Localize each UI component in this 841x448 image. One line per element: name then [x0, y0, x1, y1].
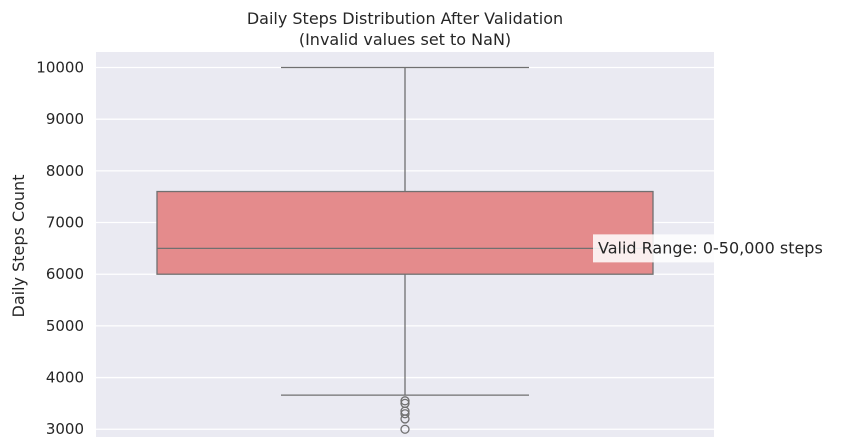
outlier-point [400, 398, 410, 409]
box-group [156, 66, 654, 434]
outlier-point [400, 409, 410, 419]
y-axis-label: Daily Steps Count [9, 175, 28, 318]
iqr-box [156, 190, 654, 275]
y-tick-label: 4000 [46, 369, 84, 387]
annotation-text: Valid Range: 0-50,000 steps [598, 238, 823, 257]
annotation-box [593, 234, 835, 263]
outlier-point [400, 424, 410, 434]
annotation-group: Valid Range: 0-50,000 steps [593, 234, 835, 263]
y-tick-label: 6000 [46, 265, 84, 283]
y-tick-label: 7000 [46, 214, 84, 232]
y-tick-label: 3000 [46, 420, 84, 438]
y-tick-labels: 3000 4000 5000 6000 7000 8000 9000 10000 [36, 59, 84, 439]
y-tick-label: 8000 [46, 162, 84, 180]
y-tick-label: 10000 [36, 59, 84, 77]
y-tick-label: 9000 [46, 110, 84, 128]
chart-title: Daily Steps Distribution After Validatio… [247, 9, 563, 28]
outlier-point [400, 396, 410, 406]
chart-subtitle: (Invalid values set to NaN) [299, 30, 511, 49]
y-tick-label: 5000 [46, 317, 84, 335]
